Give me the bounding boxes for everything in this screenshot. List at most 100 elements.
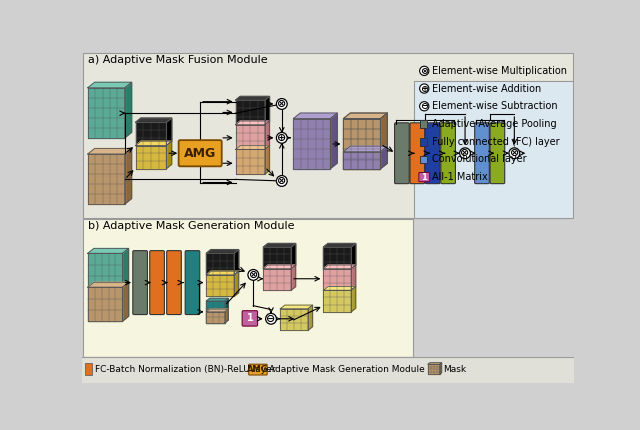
Text: AMG: AMG (184, 147, 216, 160)
Polygon shape (88, 148, 132, 154)
Polygon shape (351, 265, 356, 290)
Text: Element-wise Addition: Element-wise Addition (432, 83, 541, 94)
Polygon shape (88, 282, 129, 287)
Text: FC-Batch Normalization (BN)-ReLU layer: FC-Batch Normalization (BN)-ReLU layer (95, 365, 275, 374)
Polygon shape (265, 96, 269, 125)
Polygon shape (236, 100, 265, 125)
Circle shape (420, 84, 429, 93)
Text: Element-wise Subtraction: Element-wise Subtraction (432, 101, 557, 111)
FancyBboxPatch shape (133, 251, 147, 315)
Text: 1: 1 (421, 172, 427, 181)
Text: ⊕: ⊕ (420, 83, 428, 94)
Circle shape (460, 148, 470, 159)
Polygon shape (206, 275, 234, 296)
Polygon shape (344, 113, 387, 119)
Text: ⊗: ⊗ (248, 270, 258, 280)
Polygon shape (236, 149, 265, 174)
Text: ⊖: ⊖ (266, 314, 276, 324)
Polygon shape (440, 362, 442, 374)
Circle shape (420, 66, 429, 76)
Polygon shape (125, 148, 132, 204)
Polygon shape (323, 243, 356, 247)
Polygon shape (206, 312, 225, 322)
Polygon shape (88, 287, 122, 321)
Polygon shape (291, 265, 296, 290)
Text: ⊕: ⊕ (277, 133, 287, 143)
Polygon shape (166, 141, 172, 169)
FancyBboxPatch shape (242, 311, 257, 326)
Polygon shape (236, 96, 269, 100)
FancyBboxPatch shape (410, 123, 424, 184)
Text: ⊗: ⊗ (509, 148, 519, 158)
Polygon shape (206, 250, 239, 253)
Polygon shape (88, 88, 125, 138)
FancyBboxPatch shape (414, 81, 573, 218)
Polygon shape (323, 287, 356, 290)
Polygon shape (380, 113, 387, 169)
Polygon shape (323, 247, 351, 269)
Polygon shape (263, 269, 291, 290)
FancyBboxPatch shape (83, 53, 573, 218)
Polygon shape (308, 305, 312, 330)
Polygon shape (323, 265, 356, 269)
Polygon shape (293, 119, 330, 169)
Circle shape (509, 148, 520, 159)
Polygon shape (351, 287, 356, 312)
Polygon shape (166, 118, 172, 145)
FancyBboxPatch shape (150, 251, 164, 315)
Polygon shape (323, 290, 351, 312)
Polygon shape (206, 253, 234, 275)
FancyBboxPatch shape (185, 251, 200, 315)
Polygon shape (136, 145, 166, 169)
Polygon shape (380, 146, 387, 169)
Polygon shape (330, 113, 337, 169)
Polygon shape (293, 113, 337, 119)
Bar (420, 138, 428, 145)
Polygon shape (280, 309, 308, 330)
FancyBboxPatch shape (426, 123, 440, 184)
Polygon shape (344, 152, 380, 169)
Polygon shape (88, 154, 125, 204)
Text: ⊗: ⊗ (420, 66, 428, 76)
Text: ⊗: ⊗ (460, 148, 470, 158)
FancyBboxPatch shape (475, 123, 490, 184)
Polygon shape (225, 298, 228, 322)
Bar (86, 363, 92, 375)
Circle shape (266, 313, 276, 324)
Polygon shape (344, 119, 380, 169)
Polygon shape (136, 123, 166, 145)
Circle shape (276, 132, 287, 143)
Polygon shape (234, 250, 239, 275)
Text: Adaptive Average Pooling: Adaptive Average Pooling (432, 119, 557, 129)
Polygon shape (380, 113, 387, 169)
FancyBboxPatch shape (395, 123, 409, 184)
Text: Fully connected (FC) layer: Fully connected (FC) layer (432, 137, 559, 147)
FancyBboxPatch shape (83, 219, 413, 356)
Polygon shape (122, 282, 129, 321)
Text: 1: 1 (246, 313, 253, 323)
Polygon shape (323, 269, 351, 290)
FancyBboxPatch shape (490, 123, 505, 184)
Bar (420, 156, 428, 163)
FancyBboxPatch shape (166, 251, 181, 315)
Text: ⊖: ⊖ (420, 101, 428, 111)
Polygon shape (265, 121, 269, 149)
Polygon shape (225, 309, 228, 322)
Polygon shape (206, 271, 239, 275)
Text: Element-wise Multiplication: Element-wise Multiplication (432, 66, 567, 76)
Polygon shape (206, 309, 228, 312)
FancyBboxPatch shape (419, 172, 429, 182)
Polygon shape (236, 121, 269, 125)
Circle shape (420, 101, 429, 111)
Polygon shape (280, 305, 312, 309)
Text: Convolutional layer: Convolutional layer (432, 154, 527, 164)
Polygon shape (351, 243, 356, 269)
Polygon shape (136, 141, 172, 145)
Polygon shape (263, 247, 291, 269)
Polygon shape (344, 119, 380, 169)
Polygon shape (344, 113, 387, 119)
Polygon shape (206, 298, 228, 301)
FancyBboxPatch shape (179, 140, 221, 166)
Polygon shape (125, 82, 132, 138)
Polygon shape (236, 125, 265, 149)
